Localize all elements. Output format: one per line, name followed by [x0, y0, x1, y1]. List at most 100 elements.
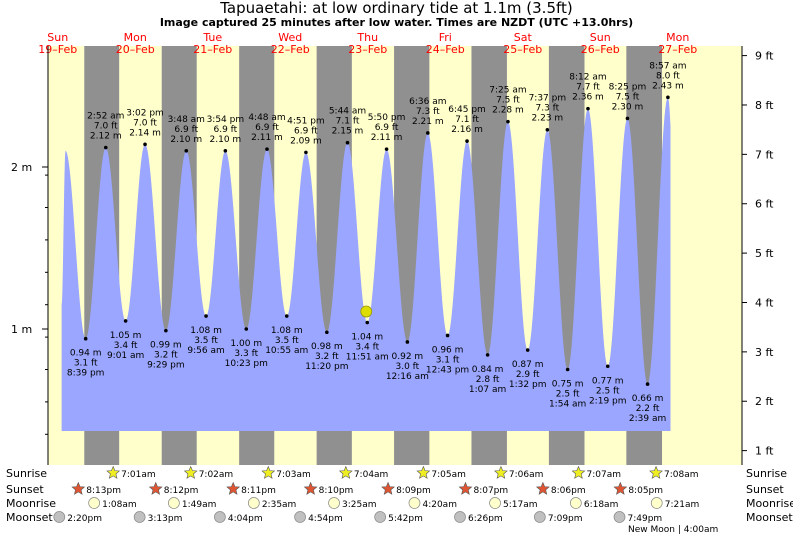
- day-of-week-label: Thu: [356, 31, 378, 44]
- high-tide-label: 3:48 am: [168, 115, 205, 125]
- low-tide-label: 2.9 ft: [516, 370, 540, 380]
- sunrise-time: 7:03am: [276, 470, 311, 480]
- high-tide-label: 6:36 am: [409, 97, 446, 107]
- moonrise-time: 7:21am: [665, 500, 700, 510]
- moonset-icon: [374, 511, 387, 523]
- low-tide-label: 1:32 pm: [509, 380, 547, 390]
- low-tide-label: 11:20 pm: [305, 362, 348, 372]
- high-tide-label: 7:37 pm: [529, 94, 567, 104]
- high-tide-label: 6:45 pm: [448, 105, 486, 115]
- high-tide-label: 6.9 ft: [174, 125, 198, 135]
- right-tick-label: 4 ft: [755, 296, 774, 309]
- high-tide-label: 7.0 ft: [94, 122, 118, 132]
- moonset-time: 6:26pm: [468, 514, 503, 524]
- high-tide-label: 7.0 ft: [133, 118, 157, 128]
- moonset-time: 2:20pm: [67, 514, 102, 524]
- sunset-time: 8:05pm: [628, 486, 663, 496]
- sunset-icon: [458, 481, 473, 495]
- high-tide-label: 2.15 m: [332, 127, 364, 137]
- sunset-time: 8:12pm: [164, 486, 199, 496]
- low-tide-label: 0.87 m: [512, 360, 544, 370]
- day-of-week-label: Sun: [590, 31, 611, 44]
- extreme-dot: [405, 340, 410, 344]
- high-tide-label: 2.36 m: [572, 93, 604, 103]
- sunrise-icon: [183, 465, 198, 479]
- day-of-week-label: Sun: [47, 31, 68, 44]
- sunrise-icon: [416, 465, 431, 479]
- sunrise-icon: [571, 465, 586, 479]
- extreme-dot: [244, 327, 249, 331]
- extreme-dot: [143, 142, 147, 147]
- low-tide-label: 0.96 m: [432, 345, 464, 355]
- moonset-row-label-right: Moonset: [746, 511, 793, 524]
- low-tide-label: 3.5 ft: [194, 336, 218, 346]
- low-tide-label: 1:54 am: [549, 400, 586, 410]
- low-tide-label: 0.66 m: [632, 394, 664, 404]
- high-tide-label: 8:12 am: [569, 73, 606, 83]
- extreme-dot: [465, 139, 469, 143]
- sunset-icon: [613, 481, 628, 495]
- extreme-dot: [525, 348, 530, 352]
- sunrise-icon: [261, 465, 276, 479]
- high-tide-label: 2.16 m: [451, 125, 483, 135]
- low-tide-label: 3.5 ft: [275, 336, 299, 346]
- day-of-week-label: Mon: [124, 31, 147, 44]
- high-tide-label: 8:57 am: [649, 61, 686, 71]
- sunrise-time: 7:07am: [586, 470, 621, 480]
- moonrise-time: 3:25am: [342, 500, 377, 510]
- high-tide-label: 2.30 m: [612, 102, 644, 112]
- high-tide-label: 2.11 m: [371, 133, 403, 143]
- day-of-week-label: Tue: [202, 31, 222, 44]
- high-tide-label: 8:25 pm: [609, 82, 647, 92]
- sunset-time: 8:13pm: [86, 486, 121, 496]
- high-tide-label: 7.1 ft: [336, 117, 360, 127]
- sunset-time: 8:11pm: [241, 486, 276, 496]
- low-tide-label: 3.0 ft: [396, 362, 420, 372]
- extreme-dot: [184, 149, 189, 153]
- low-tide-label: 1.08 m: [190, 326, 222, 336]
- extreme-dot: [586, 106, 590, 111]
- low-tide-label: 0.84 m: [472, 365, 504, 375]
- moonrise-icon: [168, 497, 180, 509]
- sunrise-icon: [106, 465, 121, 479]
- left-tick-label: 2 m: [11, 161, 32, 174]
- extreme-dot: [445, 333, 450, 338]
- high-tide-label: 7.7 ft: [576, 83, 600, 93]
- extreme-dot: [645, 382, 650, 386]
- high-tide-label: 8.0 ft: [656, 71, 680, 81]
- low-tide-label: 3.1 ft: [74, 359, 98, 369]
- sunrise-row-label-left: Sunrise: [6, 467, 47, 480]
- chart-title: Tapuaetahi: at low ordinary tide at 1.1m…: [220, 0, 573, 17]
- low-tide-label: 3.2 ft: [315, 352, 339, 362]
- high-tide-label: 7.1 ft: [455, 115, 479, 125]
- moonrise-time: 1:49am: [182, 500, 217, 510]
- extreme-dot: [325, 330, 329, 335]
- high-tide-label: 3:54 pm: [207, 115, 245, 125]
- moonrise-icon: [489, 497, 501, 509]
- extreme-dot: [605, 364, 610, 369]
- high-tide-label: 7.5 ft: [616, 92, 640, 102]
- low-tide-label: 2:39 am: [629, 414, 666, 424]
- date-label: 27–Feb: [658, 43, 697, 56]
- chart-subtitle: Image captured 25 minutes after low wate…: [159, 16, 634, 29]
- moonset-icon: [533, 511, 546, 523]
- extreme-markers: [83, 95, 670, 386]
- sunset-icon: [535, 481, 550, 495]
- high-tide-label: 7:25 am: [489, 86, 526, 96]
- moonset-icon: [214, 511, 226, 523]
- moonset-time: 4:54pm: [308, 514, 343, 524]
- low-tide-label: 10:23 pm: [225, 359, 268, 369]
- low-tide-label: 1.08 m: [271, 326, 303, 336]
- low-tide-label: 11:51 am: [346, 353, 389, 363]
- low-tide-label: 3.2 ft: [154, 351, 178, 361]
- moonset-time: 3:13pm: [148, 514, 183, 524]
- low-tide-label: 3.1 ft: [436, 355, 460, 365]
- date-label: 23–Feb: [348, 43, 387, 56]
- right-tick-label: 9 ft: [755, 50, 774, 63]
- sunset-time: 8:06pm: [551, 486, 586, 496]
- high-tide-label: 2.14 m: [129, 128, 161, 138]
- day-labels: Sun19–FebMon20–FebTue21–FebWed22–FebThu2…: [38, 31, 697, 56]
- sunset-row-label-left: Sunset: [6, 483, 44, 496]
- left-tick-label: 1 m: [11, 323, 32, 336]
- high-tide-label: 6.9 ft: [255, 123, 279, 133]
